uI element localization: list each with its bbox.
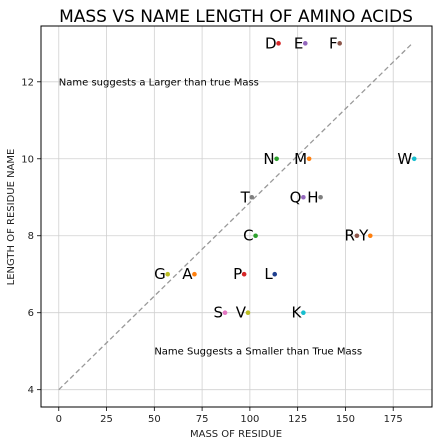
point-label-Y: Y <box>358 227 369 245</box>
x-tick-label: 150 <box>336 414 355 425</box>
reference-line <box>58 42 413 391</box>
annotation: Name suggests a Larger than true Mass <box>59 77 259 88</box>
point-labels: D E F N M W T Q H C R Y G A P L S V K <box>154 34 412 321</box>
x-tick-label: 0 <box>56 414 62 425</box>
point-Y <box>367 233 373 239</box>
point-H <box>318 194 323 200</box>
y-tick-label: 10 <box>21 154 34 165</box>
point-label-S: S <box>214 304 224 322</box>
x-tick-label: 175 <box>384 414 403 425</box>
point-label-K: K <box>292 304 303 322</box>
point-N <box>274 156 279 162</box>
point-S <box>222 310 228 316</box>
point-label-C: C <box>243 227 253 245</box>
annotation: Name Suggests a Smaller than True Mass <box>154 347 362 358</box>
point-F <box>337 41 342 46</box>
point-E <box>302 41 308 46</box>
grid <box>41 26 432 407</box>
point-L <box>272 271 278 277</box>
y-tick-label: 8 <box>28 231 34 242</box>
point-label-R: R <box>344 227 354 245</box>
y-tick-label: 12 <box>21 77 34 88</box>
point-label-A: A <box>182 265 193 283</box>
y-tick-label: 4 <box>28 385 34 396</box>
point-R <box>354 233 360 239</box>
x-tick-label: 50 <box>148 414 161 425</box>
point-label-T: T <box>240 188 251 206</box>
plot-frame <box>40 25 433 408</box>
point-K <box>301 310 306 316</box>
point-D <box>276 41 281 46</box>
x-tick-label: 125 <box>288 414 307 425</box>
point-label-V: V <box>236 304 247 322</box>
point-label-P: P <box>233 265 242 283</box>
y-axis-label: LENGTH OF RESIDUE NAME <box>6 149 17 286</box>
point-M <box>306 156 312 162</box>
point-G <box>165 271 171 277</box>
point-label-E: E <box>294 34 303 52</box>
x-axis-label: MASS OF RESIDUE <box>190 429 282 440</box>
point-Q <box>301 194 306 200</box>
y-axis-ticks: 4 6 8 10 12 <box>21 77 41 396</box>
point-C <box>253 233 258 239</box>
point-P <box>241 271 247 277</box>
point-T <box>249 194 255 200</box>
point-label-N: N <box>263 150 274 168</box>
point-label-H: H <box>307 188 318 206</box>
chart-title: MASS VS NAME LENGTH OF AMINO ACIDS <box>59 7 413 27</box>
x-tick-label: 25 <box>100 414 113 425</box>
x-axis-ticks: 0 25 50 75 100 125 150 175 <box>56 407 403 425</box>
y-tick-label: 6 <box>28 308 34 319</box>
annotations: Name suggests a Larger than true Mass Nam… <box>59 77 362 357</box>
point-label-M: M <box>294 150 307 168</box>
point-label-W: W <box>397 150 412 168</box>
point-A <box>192 271 197 277</box>
x-tick-label: 75 <box>196 414 209 425</box>
point-label-G: G <box>154 265 166 283</box>
point-label-L: L <box>264 265 273 283</box>
x-tick-label: 100 <box>240 414 259 425</box>
point-W <box>411 156 417 162</box>
data-points <box>165 41 417 316</box>
point-label-F: F <box>329 34 338 52</box>
point-label-Q: Q <box>290 188 302 206</box>
point-label-D: D <box>265 34 277 52</box>
point-V <box>245 310 251 316</box>
reference-diagonal <box>58 42 413 391</box>
